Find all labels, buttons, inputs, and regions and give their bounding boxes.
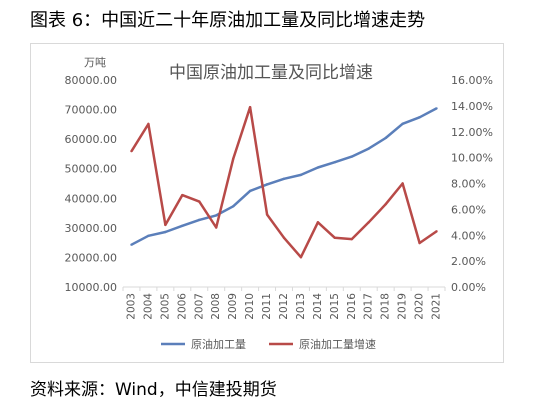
x-tick-label: 2014 <box>312 293 324 320</box>
y-left-tick-label: 10000.00 <box>65 281 118 294</box>
x-tick-label: 2019 <box>397 293 409 320</box>
x-tick-label: 2021 <box>431 293 443 320</box>
x-tick-label: 2015 <box>329 293 341 320</box>
y-right-tick-label: 4.00% <box>451 229 486 242</box>
chart: 中国原油加工量及同比增速 万吨 10000.00 20000.00 30000.00… <box>65 56 493 351</box>
x-axis: 2003 2004 2005 2006 2007 2008 2009 2010 2011 2012… <box>122 286 446 320</box>
data-point-volume <box>282 177 286 180</box>
data-point-growth <box>164 223 167 227</box>
legend-label: 原油加工量增速 <box>299 337 376 351</box>
x-tick-label: 2004 <box>142 293 154 320</box>
series-line-growth <box>130 105 438 259</box>
data-point-volume <box>384 136 387 140</box>
data-point-volume <box>367 147 370 150</box>
data-point-volume <box>316 166 320 169</box>
data-point-volume <box>130 243 133 246</box>
y-left-tick-label: 60000.00 <box>65 133 118 146</box>
y-left-tick-label: 20000.00 <box>65 251 118 264</box>
y-right-tick-label: 6.00% <box>451 203 486 216</box>
data-point-growth <box>181 193 184 197</box>
series-line-volume <box>130 107 438 246</box>
x-tick-label: 2016 <box>346 293 358 320</box>
x-tick-label: 2009 <box>227 293 239 320</box>
y-left-tick-label: 50000.00 <box>65 163 118 176</box>
y-right-tick-label: 0.00% <box>451 281 486 294</box>
data-point-growth <box>384 203 387 206</box>
chart-title: 中国原油加工量及同比增速 <box>169 63 373 83</box>
y-left-unit-label: 万吨 <box>84 56 106 69</box>
data-point-volume <box>418 116 421 119</box>
data-point-growth <box>282 236 286 240</box>
data-point-volume <box>198 218 201 222</box>
figure-title: 图表 6：中国近二十年原油加工量及同比增速走势 <box>30 10 426 31</box>
y-right-tick-label: 14.00% <box>451 100 493 113</box>
y-left-tick-label: 40000.00 <box>65 192 118 205</box>
data-point-volume <box>435 107 438 110</box>
data-point-volume <box>401 122 404 125</box>
data-point-growth <box>367 221 370 224</box>
data-point-volume <box>333 161 337 164</box>
y-right-tick-label: 2.00% <box>451 255 486 268</box>
data-point-volume <box>231 205 235 208</box>
x-tick-label: 2011 <box>261 293 273 320</box>
data-point-growth <box>316 221 320 224</box>
x-tick-label: 2008 <box>210 293 222 320</box>
y-left-tick-label: 80000.00 <box>65 74 118 87</box>
data-point-growth <box>130 149 133 153</box>
data-point-growth <box>435 230 438 233</box>
data-point-volume <box>164 230 167 234</box>
y-right-tick-label: 12.00% <box>451 126 493 139</box>
y-right-tick-label: 10.00% <box>451 152 493 165</box>
y-right-axis: 0.00% 2.00% 4.00% 6.00% 8.00% 10.00% 12.00% 14.… <box>451 74 493 294</box>
chart-container: 中国原油加工量及同比增速 万吨 10000.00 20000.00 30000.00… <box>30 43 504 363</box>
data-point-growth <box>248 105 252 109</box>
x-tick-label: 2017 <box>363 293 375 320</box>
data-point-growth <box>333 236 337 240</box>
data-point-volume <box>181 224 184 227</box>
data-point-volume <box>248 189 252 193</box>
x-tick-label: 2012 <box>278 293 290 320</box>
data-point-growth <box>215 226 218 229</box>
data-point-growth <box>418 241 421 245</box>
x-tick-label: 2007 <box>193 293 205 320</box>
x-tick-label: 2006 <box>176 293 188 320</box>
data-point-growth <box>147 122 150 126</box>
y-right-tick-label: 8.00% <box>451 178 486 191</box>
data-point-volume <box>147 234 150 238</box>
data-point-growth <box>401 182 404 185</box>
data-point-growth <box>231 157 235 161</box>
data-point-volume <box>265 183 269 186</box>
x-tick-label: 2013 <box>295 293 307 320</box>
y-right-tick-label: 16.00% <box>451 74 493 87</box>
y-left-tick-label: 70000.00 <box>65 104 118 117</box>
source-note: 资料来源：Wind，中信建投期货 <box>30 380 277 400</box>
data-point-growth <box>350 237 353 241</box>
x-tick-label: 2020 <box>414 293 426 320</box>
x-tick-label: 2018 <box>380 293 392 320</box>
data-point-volume <box>215 214 218 217</box>
x-tick-label: 2010 <box>244 293 256 320</box>
data-point-growth <box>265 213 269 216</box>
data-point-volume <box>350 155 353 158</box>
data-point-volume <box>299 173 303 177</box>
data-point-growth <box>299 256 303 259</box>
x-tick-label: 2005 <box>159 293 171 320</box>
y-left-axis: 10000.00 20000.00 30000.00 40000.00 50000.00… <box>65 74 118 294</box>
legend-label: 原油加工量 <box>191 337 246 351</box>
legend: 原油加工量 原油加工量增速 <box>161 337 376 351</box>
series-layer <box>130 105 438 259</box>
y-left-tick-label: 30000.00 <box>65 222 118 235</box>
x-tick-label: 2003 <box>125 293 137 320</box>
data-point-growth <box>198 200 201 203</box>
